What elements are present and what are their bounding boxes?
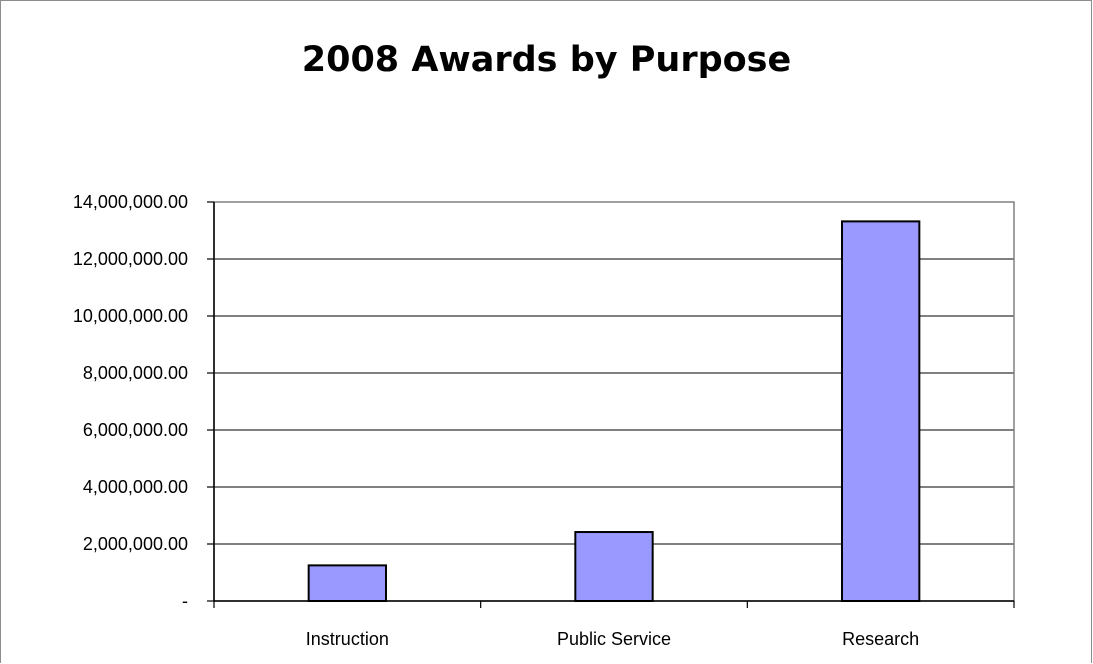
y-tick-label: 2,000,000.00: [83, 534, 188, 554]
chart-title: 2008 Awards by Purpose: [301, 40, 792, 80]
y-tick-label: 14,000,000.00: [73, 192, 188, 212]
y-tick-label: 8,000,000.00: [83, 363, 188, 383]
x-category-label: Instruction: [306, 629, 389, 649]
bar-public-service: [574, 531, 654, 603]
axes: [207, 201, 1015, 608]
bar-research: [841, 220, 921, 602]
y-tick-label: 12,000,000.00: [73, 249, 188, 269]
y-tick-label: 10,000,000.00: [73, 306, 188, 326]
x-category-label: Public Service: [557, 629, 671, 649]
y-tick-label: 4,000,000.00: [83, 477, 188, 497]
bars: [307, 220, 921, 603]
bar-instruction: [307, 564, 387, 602]
y-tick-label: -: [182, 591, 188, 611]
y-tick-label: 6,000,000.00: [83, 420, 188, 440]
tick-labels: - 2,000,000.00 4,000,000.00 6,000,000.00 8,0…: [73, 192, 919, 649]
x-category-label: Research: [842, 629, 919, 649]
